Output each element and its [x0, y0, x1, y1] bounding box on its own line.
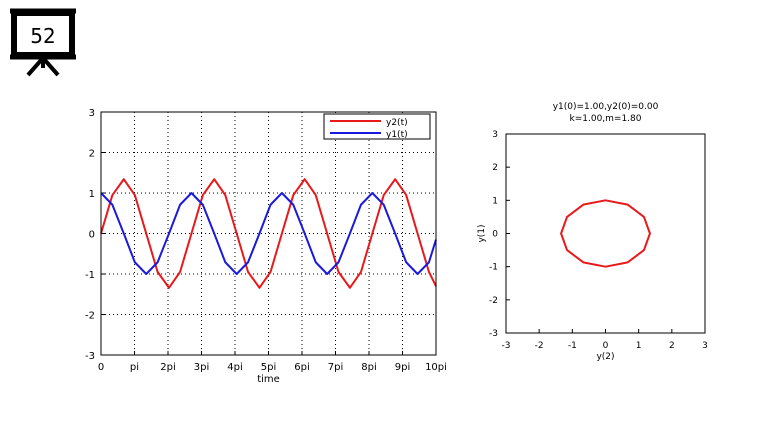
- y-tick-label: -3: [85, 351, 95, 362]
- x-tick-label: 0: [98, 362, 104, 373]
- x-tick-label: 9pi: [395, 362, 411, 373]
- series-line-y1(t): [100, 192, 437, 275]
- y-tick-label: 0: [89, 230, 95, 241]
- y-tick-label: -1: [489, 263, 498, 273]
- y-axis-label: y(1): [477, 224, 487, 242]
- x-tick-label: 4pi: [227, 362, 243, 373]
- x-tick-label: 5pi: [261, 362, 277, 373]
- y-tick-label: -1: [85, 270, 95, 281]
- x-tick-label: 10pi: [425, 362, 447, 373]
- x-tick-label: 8pi: [361, 362, 377, 373]
- y-tick-label: 3: [89, 108, 95, 119]
- presentation-board-icon: [10, 8, 76, 77]
- x-tick-label: 2: [669, 341, 675, 351]
- legend-label: y1(t): [386, 130, 408, 140]
- x-tick-label: pi: [130, 362, 139, 373]
- x-tick-label: -1: [568, 341, 577, 351]
- x-tick-label: -3: [502, 341, 511, 351]
- series-line-y2(t): [100, 178, 437, 289]
- y-tick-label: -3: [489, 329, 498, 339]
- y-tick-label: 2: [492, 163, 498, 173]
- legend-label: y2(t): [386, 118, 408, 128]
- chart-title: y1(0)=1.00,y2(0)=0.00: [553, 102, 659, 112]
- x-tick-label: 2pi: [160, 362, 176, 373]
- y-tick-label: -2: [85, 311, 95, 322]
- x-tick-label: 6pi: [294, 362, 310, 373]
- x-tick-label: 7pi: [328, 362, 344, 373]
- x-tick-label: 0: [603, 341, 609, 351]
- y-tick-label: 0: [492, 230, 498, 240]
- x-tick-label: 1: [636, 341, 642, 351]
- x-tick-label: -2: [535, 341, 544, 351]
- x-tick-label: 3: [702, 341, 708, 351]
- legend-box: [323, 113, 431, 140]
- x-tick-label: 3pi: [194, 362, 210, 373]
- chart-subtitle: k=1.00,m=1.80: [570, 114, 642, 124]
- grid: [101, 112, 436, 355]
- y-tick-label: 1: [89, 189, 95, 200]
- y-tick-label: 3: [492, 130, 498, 140]
- legend: y2(t) y1(t): [323, 113, 431, 140]
- phase-orbit-line: [560, 199, 651, 268]
- y-tick-label: -2: [489, 296, 498, 306]
- y-tick-label: 2: [89, 149, 95, 160]
- plot-frame: [100, 111, 437, 356]
- x-axis-label: time: [257, 374, 280, 385]
- y-tick-label: 1: [492, 196, 498, 206]
- x-axis-label: y(2): [596, 352, 614, 362]
- plot-frame: [505, 133, 706, 334]
- slide-number: 52: [30, 24, 56, 48]
